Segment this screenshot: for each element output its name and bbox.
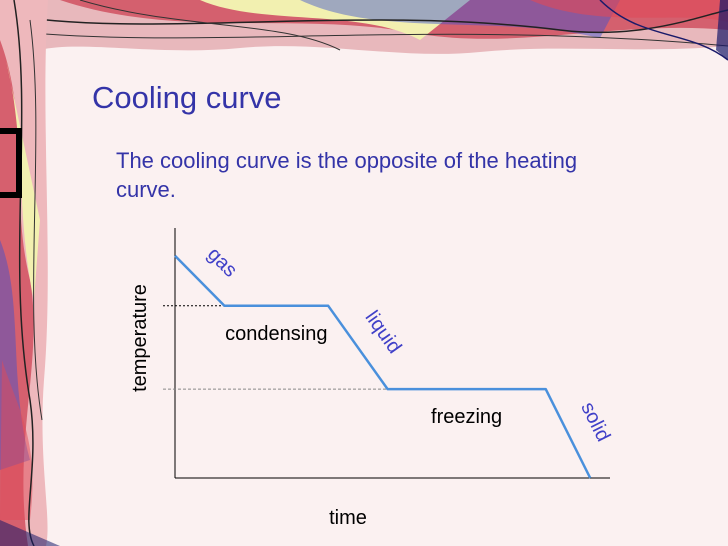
slide-title: Cooling curve [92, 80, 282, 115]
y-axis-label: temperature [129, 284, 151, 392]
x-axis-label: time [329, 507, 367, 529]
reference-lines [163, 305, 388, 390]
phase-annotations: gas condensing liquid freezing solid [203, 243, 614, 445]
phase-label-liquid: liquid [361, 307, 406, 358]
slide-subtitle: The cooling curve is the opposite of the… [116, 148, 578, 202]
cooling-curve-line [174, 254, 592, 479]
phase-label-gas: gas [203, 243, 241, 281]
phase-label-solid: solid [576, 399, 614, 446]
transition-label-freezing: freezing [431, 406, 502, 428]
transition-label-condensing: condensing [225, 323, 327, 345]
